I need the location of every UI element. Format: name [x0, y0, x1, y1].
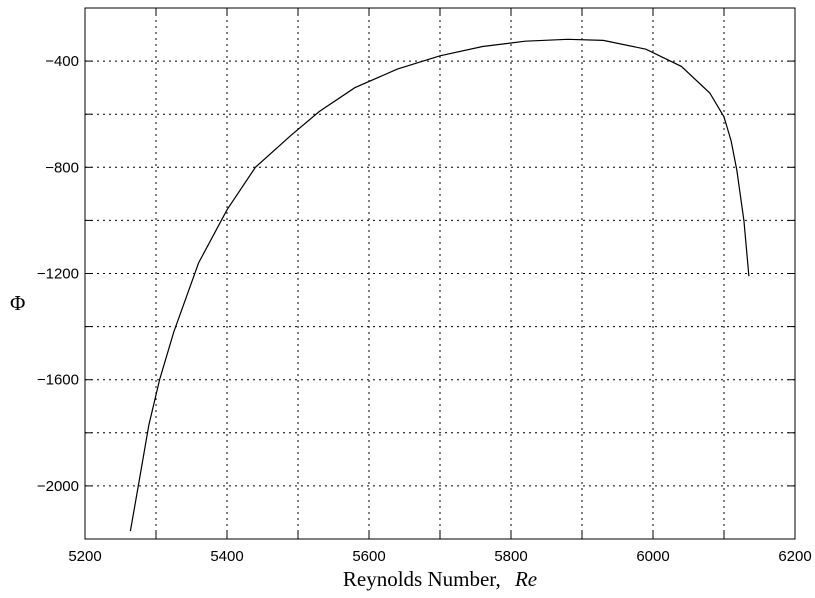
x-tick-label: 5600 [352, 548, 385, 565]
y-tick-label: −2000 [37, 478, 79, 495]
x-tick-label: 6000 [636, 548, 669, 565]
x-tick-label: 5800 [494, 548, 527, 565]
y-axis-title: Φ [10, 291, 25, 315]
grid [85, 8, 795, 539]
series-line [129, 38, 750, 532]
y-tick-label: −1200 [37, 266, 79, 283]
x-axis-title-symbol: Re [514, 567, 537, 591]
y-tick-label: −400 [45, 53, 79, 70]
x-axis-title: Reynolds Number, Re [343, 567, 537, 591]
x-axis-title-text: Reynolds Number, [343, 567, 501, 591]
y-tick-label: −800 [45, 159, 79, 176]
x-tick-label: 5200 [68, 548, 101, 565]
axis-ticks [84, 8, 796, 539]
series-layer [129, 38, 750, 532]
x-tick-label: 6200 [778, 548, 811, 565]
x-tick-label: 5400 [210, 548, 243, 565]
y-tick-label: −1600 [37, 372, 79, 389]
tick-labels: 5200 5400 5600 5800 6000 6200 −400 −800 −1200 −16… [37, 53, 812, 565]
